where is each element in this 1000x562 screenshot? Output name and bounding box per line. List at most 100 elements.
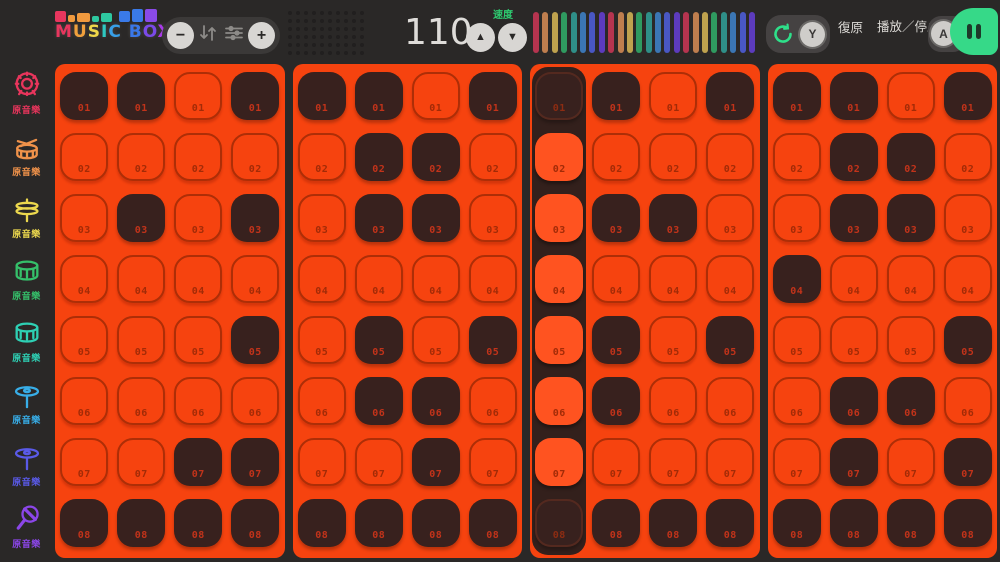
pad-p4-r4-c3[interactable]: 04 [886, 255, 935, 303]
pad-p4-r8-c3[interactable]: 08 [886, 499, 935, 547]
plus-button[interactable]: + [247, 22, 275, 49]
pad-p2-r1-c2[interactable]: 01 [354, 72, 403, 120]
pad-p2-r8-c2[interactable]: 08 [354, 499, 403, 547]
pad-p4-r5-c2[interactable]: 05 [829, 316, 878, 364]
pad-p2-r7-c1[interactable]: 07 [297, 438, 346, 486]
pad-p1-r8-c1[interactable]: 08 [60, 499, 109, 547]
pad-p4-r6-c4[interactable]: 06 [943, 377, 992, 425]
pad-p4-r1-c1[interactable]: 01 [772, 72, 821, 120]
pad-p4-r6-c3[interactable]: 06 [886, 377, 935, 425]
pad-p1-r2-c2[interactable]: 02 [117, 133, 166, 181]
pad-p4-r3-c1[interactable]: 03 [772, 194, 821, 242]
pad-p1-r7-c1[interactable]: 07 [60, 438, 109, 486]
pad-p1-r8-c2[interactable]: 08 [117, 499, 166, 547]
pad-p2-r8-c3[interactable]: 08 [411, 499, 460, 547]
pad-p3-r1-c1[interactable]: 01 [535, 72, 584, 120]
pad-p1-r8-c4[interactable]: 08 [231, 499, 280, 547]
pad-p3-r5-c4[interactable]: 05 [706, 316, 755, 364]
pad-p3-r6-c4[interactable]: 06 [706, 377, 755, 425]
pad-p2-r2-c4[interactable]: 02 [468, 133, 517, 181]
pad-p1-r1-c3[interactable]: 01 [174, 72, 223, 120]
pad-p3-r7-c1[interactable]: 07 [535, 438, 584, 486]
pad-p4-r7-c2[interactable]: 07 [829, 438, 878, 486]
pad-p2-r2-c3[interactable]: 02 [411, 133, 460, 181]
tempo-up-button[interactable]: ▲ [466, 23, 495, 52]
pad-p3-r8-c4[interactable]: 08 [706, 499, 755, 547]
sidebar-item-tom-drum[interactable]: 原音樂 [0, 252, 53, 314]
pad-p3-r3-c1[interactable]: 03 [535, 194, 584, 242]
pad-p2-r5-c2[interactable]: 05 [354, 316, 403, 364]
pad-p2-r3-c1[interactable]: 03 [297, 194, 346, 242]
pad-p3-r2-c1[interactable]: 02 [535, 133, 584, 181]
pad-p2-r8-c1[interactable]: 08 [297, 499, 346, 547]
pad-p3-r1-c2[interactable]: 01 [592, 72, 641, 120]
pad-p4-r5-c1[interactable]: 05 [772, 316, 821, 364]
pad-p4-r4-c4[interactable]: 04 [943, 255, 992, 303]
pad-p4-r2-c3[interactable]: 02 [886, 133, 935, 181]
pad-p4-r8-c1[interactable]: 08 [772, 499, 821, 547]
pad-p2-r2-c1[interactable]: 02 [297, 133, 346, 181]
pad-p3-r4-c4[interactable]: 04 [706, 255, 755, 303]
pad-p1-r5-c4[interactable]: 05 [231, 316, 280, 364]
pad-p1-r2-c1[interactable]: 02 [60, 133, 109, 181]
pad-p2-r4-c2[interactable]: 04 [354, 255, 403, 303]
pad-p2-r3-c4[interactable]: 03 [468, 194, 517, 242]
pad-p3-r8-c2[interactable]: 08 [592, 499, 641, 547]
pad-p4-r1-c4[interactable]: 01 [943, 72, 992, 120]
pad-p3-r5-c3[interactable]: 05 [649, 316, 698, 364]
pad-p1-r1-c4[interactable]: 01 [231, 72, 280, 120]
pad-p1-r1-c1[interactable]: 01 [60, 72, 109, 120]
pad-p2-r8-c4[interactable]: 08 [468, 499, 517, 547]
pad-p1-r1-c2[interactable]: 01 [117, 72, 166, 120]
pad-p3-r5-c1[interactable]: 05 [535, 316, 584, 364]
pad-p3-r4-c1[interactable]: 04 [535, 255, 584, 303]
pad-p3-r8-c1[interactable]: 08 [535, 499, 584, 547]
pad-p1-r6-c1[interactable]: 06 [60, 377, 109, 425]
pad-p4-r2-c4[interactable]: 02 [943, 133, 992, 181]
pad-p2-r4-c1[interactable]: 04 [297, 255, 346, 303]
pad-p4-r1-c3[interactable]: 01 [886, 72, 935, 120]
pad-p4-r4-c1[interactable]: 04 [772, 255, 821, 303]
pad-p3-r7-c4[interactable]: 07 [706, 438, 755, 486]
sidebar-item-taiko-drum[interactable]: 原音樂 [0, 66, 53, 128]
pad-p3-r6-c2[interactable]: 06 [592, 377, 641, 425]
pad-p4-r3-c4[interactable]: 03 [943, 194, 992, 242]
pad-p4-r7-c3[interactable]: 07 [886, 438, 935, 486]
pad-p2-r5-c3[interactable]: 05 [411, 316, 460, 364]
sidebar-item-cymbal2[interactable]: 原音樂 [0, 438, 53, 500]
pad-p4-r8-c2[interactable]: 08 [829, 499, 878, 547]
pad-p1-r4-c4[interactable]: 04 [231, 255, 280, 303]
pad-p3-r4-c2[interactable]: 04 [592, 255, 641, 303]
pad-p2-r6-c1[interactable]: 06 [297, 377, 346, 425]
pad-p3-r3-c3[interactable]: 03 [649, 194, 698, 242]
pad-p3-r7-c2[interactable]: 07 [592, 438, 641, 486]
pad-p3-r3-c2[interactable]: 03 [592, 194, 641, 242]
pad-p2-r3-c3[interactable]: 03 [411, 194, 460, 242]
pad-p1-r5-c1[interactable]: 05 [60, 316, 109, 364]
sidebar-item-snare-drum[interactable]: 原音樂 [0, 314, 53, 376]
pad-p4-r6-c2[interactable]: 06 [829, 377, 878, 425]
pad-p3-r2-c3[interactable]: 02 [649, 133, 698, 181]
undo-button[interactable]: Y [766, 15, 830, 53]
pad-p4-r1-c2[interactable]: 01 [829, 72, 878, 120]
pad-p3-r1-c3[interactable]: 01 [649, 72, 698, 120]
play-stop-button[interactable] [950, 8, 998, 55]
pad-p2-r6-c2[interactable]: 06 [354, 377, 403, 425]
pad-p2-r3-c2[interactable]: 03 [354, 194, 403, 242]
pad-p1-r3-c1[interactable]: 03 [60, 194, 109, 242]
pad-p4-r5-c4[interactable]: 05 [943, 316, 992, 364]
pad-p1-r5-c3[interactable]: 05 [174, 316, 223, 364]
pad-p4-r3-c2[interactable]: 03 [829, 194, 878, 242]
pad-p1-r7-c2[interactable]: 07 [117, 438, 166, 486]
pad-p3-r4-c3[interactable]: 04 [649, 255, 698, 303]
pad-p1-r3-c2[interactable]: 03 [117, 194, 166, 242]
pad-p2-r6-c3[interactable]: 06 [411, 377, 460, 425]
sidebar-item-cymbal-stand[interactable]: 原音樂 [0, 376, 53, 438]
pad-p1-r8-c3[interactable]: 08 [174, 499, 223, 547]
pad-p1-r6-c3[interactable]: 06 [174, 377, 223, 425]
pad-p2-r7-c3[interactable]: 07 [411, 438, 460, 486]
sidebar-item-snare-sticks[interactable]: 原音樂 [0, 128, 53, 190]
pad-p2-r7-c4[interactable]: 07 [468, 438, 517, 486]
pad-p2-r1-c1[interactable]: 01 [297, 72, 346, 120]
pad-p1-r2-c3[interactable]: 02 [174, 133, 223, 181]
